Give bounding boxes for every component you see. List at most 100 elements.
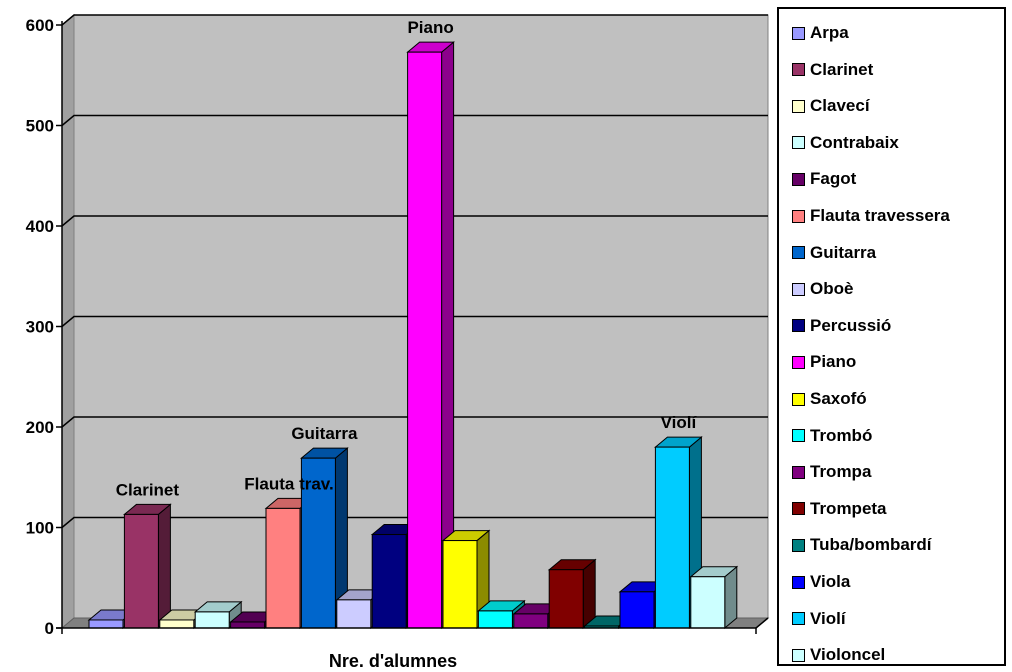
bar-front — [123, 513, 159, 629]
data-label: Clarinet — [116, 480, 180, 499]
data-label: Flauta trav. — [244, 474, 333, 493]
legend-swatch — [792, 136, 805, 150]
legend-item: Oboè — [779, 278, 853, 300]
bar-front — [690, 576, 726, 629]
legend-swatch — [792, 63, 805, 77]
legend-swatch — [792, 612, 805, 626]
gridline — [61, 14, 768, 26]
legend-label: Percussió — [810, 315, 892, 335]
legend-item: Tuba/bombardí — [779, 534, 932, 556]
legend-swatch — [792, 355, 805, 369]
y-tick-label: 100 — [26, 519, 54, 538]
bar-front — [230, 621, 266, 629]
legend-label: Contrabaix — [810, 132, 899, 152]
bar-side — [582, 558, 596, 630]
legend-item: Trompa — [779, 461, 871, 483]
gridline — [61, 416, 768, 428]
legend-swatch — [792, 209, 805, 223]
gridlines — [61, 14, 768, 529]
bar-saxof- — [441, 529, 491, 630]
gridline — [61, 516, 768, 529]
legend-label: Flauta travessera — [810, 206, 950, 225]
legend-item: Piano — [779, 351, 856, 373]
legend-swatch — [792, 538, 805, 552]
bars — [87, 41, 739, 630]
data-label: Guitarra — [291, 424, 358, 443]
bar-front — [371, 534, 407, 629]
bar-front — [513, 613, 549, 629]
legend-label: Trompa — [810, 462, 872, 482]
legend-item: Arpa — [779, 22, 849, 44]
legend-swatch — [792, 429, 805, 443]
bar-front — [654, 446, 690, 629]
legend-swatch — [792, 99, 805, 113]
legend-item: Percussió — [779, 315, 891, 337]
legend: Arpa Clarinet Clavecí Contrabaix Fagot Flauta… — [777, 7, 1006, 666]
bar-chart: 0 100 200 300 400 500 600 Clarinet Flauta trav.… — [26, 13, 770, 671]
bar-front — [336, 599, 372, 629]
gridline — [61, 215, 768, 227]
y-tick-label: 600 — [26, 16, 54, 35]
legend-label: Arpa — [810, 23, 849, 42]
bar-trompeta — [547, 558, 597, 630]
legend-swatch — [792, 392, 805, 406]
legend-swatch — [792, 648, 805, 662]
y-tick-label: 500 — [26, 117, 54, 136]
bar-front — [88, 619, 124, 629]
bar-front — [442, 540, 478, 629]
gridline — [61, 315, 768, 328]
legend-item: Clavecí — [779, 95, 870, 117]
y-tick-label: 300 — [26, 318, 54, 337]
bar-side — [724, 565, 738, 630]
bar-violoncel — [689, 565, 739, 630]
bar-side — [157, 503, 171, 630]
legend-item: Fagot — [779, 168, 856, 190]
legend-label: Guitarra — [810, 242, 877, 262]
legend-label: Trombó — [810, 425, 873, 445]
legend-item: Clarinet — [779, 59, 873, 81]
legend-swatch — [792, 575, 805, 589]
bar-front — [300, 457, 336, 629]
x-axis-label: Nre. d'alumnes — [329, 651, 457, 671]
legend-item: Trombó — [779, 425, 872, 447]
legend-swatch — [792, 319, 805, 333]
bar-piano — [406, 41, 455, 630]
legend-label: Fagot — [810, 169, 857, 189]
legend-swatch — [792, 502, 805, 516]
legend-item: Contrabaix — [779, 132, 899, 154]
legend-label: Clavecí — [810, 96, 870, 116]
legend-item: Violí — [779, 608, 846, 630]
legend-swatch — [792, 172, 805, 186]
legend-label: Trompeta — [810, 498, 887, 518]
legend-swatch — [792, 246, 805, 260]
bar-front — [548, 569, 584, 629]
legend-label: Oboè — [810, 279, 854, 299]
legend-label: Clarinet — [810, 59, 874, 79]
y-tick-label: 200 — [26, 418, 54, 437]
legend-label: Saxofó — [810, 389, 867, 408]
bar-guitarra — [300, 447, 349, 630]
data-label: Violí — [661, 413, 698, 432]
legend-swatch — [792, 282, 805, 296]
legend-item: Trompeta — [779, 498, 887, 520]
bar-front — [194, 611, 230, 629]
legend-item: Viola — [779, 571, 850, 593]
legend-label: Piano — [810, 352, 857, 372]
legend-swatch — [792, 465, 805, 479]
y-tick-label: 400 — [26, 217, 54, 236]
data-labels: Clarinet Flauta trav. Guitarra Piano Violí — [116, 18, 698, 499]
legend-item: Flauta travessera — [779, 205, 950, 227]
gridline — [61, 114, 768, 127]
legend-label: Tuba/bombardí — [810, 535, 932, 555]
y-tick-labels: 0 100 200 300 400 500 600 — [26, 16, 54, 638]
bar-front — [619, 591, 655, 629]
legend-label: Viola — [810, 572, 851, 591]
x-axis-end — [755, 617, 769, 629]
legend-swatch — [792, 26, 805, 40]
legend-item: Violoncel — [779, 644, 885, 666]
bar-front — [407, 51, 443, 629]
bar-clarinet — [123, 503, 172, 630]
legend-label: Violoncel — [810, 645, 886, 665]
data-label: Piano — [407, 18, 453, 37]
bar-front — [159, 619, 195, 629]
